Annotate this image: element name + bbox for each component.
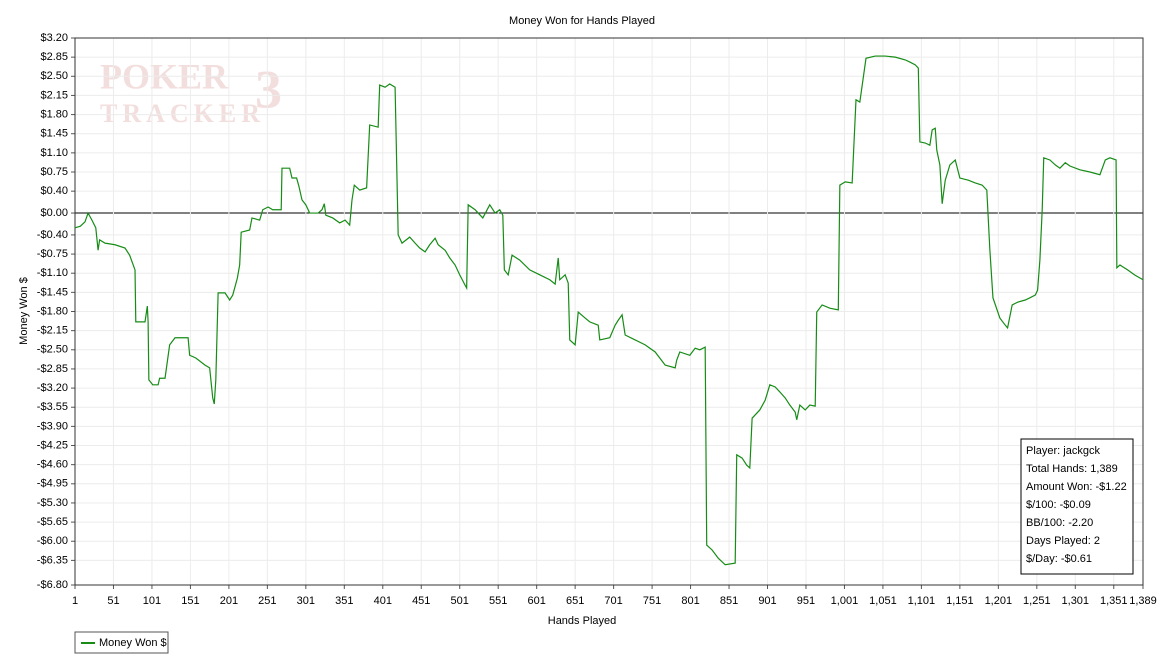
- x-tick-label: 51: [107, 595, 119, 607]
- y-tick-label: -$4.60: [37, 459, 68, 471]
- x-tick-label: 501: [451, 595, 469, 607]
- stats-line: Days Played: 2: [1026, 535, 1100, 547]
- x-tick-label: 1,101: [908, 595, 936, 607]
- x-tick-label: 201: [220, 595, 238, 607]
- x-tick-label: 1: [72, 595, 78, 607]
- x-tick-label: 151: [181, 595, 199, 607]
- chart-title: Money Won for Hands Played: [509, 15, 655, 27]
- y-tick-label: -$1.10: [37, 267, 68, 279]
- x-tick-label: 301: [297, 595, 315, 607]
- data-line: [74, 55, 1144, 566]
- stats-line: BB/100: -2.20: [1026, 517, 1093, 529]
- y-tick-label: $0.75: [40, 166, 68, 178]
- y-tick-label: $2.50: [40, 70, 68, 82]
- y-tick-label: -$4.95: [37, 478, 68, 490]
- y-tick-label: $1.80: [40, 108, 68, 120]
- y-tick-label: -$0.40: [37, 229, 68, 241]
- x-tick-label: 1,351: [1100, 595, 1128, 607]
- x-tick-label: 951: [797, 595, 815, 607]
- x-tick-label: 1,251: [1023, 595, 1051, 607]
- y-tick-label: -$6.35: [37, 554, 68, 566]
- x-tick-label: 1,389: [1129, 595, 1157, 607]
- x-tick-label: 801: [681, 595, 699, 607]
- y-tick-label: -$6.80: [37, 579, 68, 591]
- x-tick-label: 1,051: [869, 595, 897, 607]
- stats-line: Player: jackgck: [1026, 445, 1100, 457]
- y-tick-label: -$6.00: [37, 535, 68, 547]
- stats-box: [1020, 438, 1134, 575]
- y-tick-label: $3.20: [40, 32, 68, 44]
- x-tick-label: 451: [412, 595, 430, 607]
- y-tick-label: -$5.30: [37, 497, 68, 509]
- y-tick-label: -$2.85: [37, 363, 68, 375]
- y-tick-label: -$3.90: [37, 420, 68, 432]
- x-tick-label: 701: [604, 595, 622, 607]
- x-tick-label: 901: [758, 595, 776, 607]
- y-tick-label: -$4.25: [37, 439, 68, 451]
- y-tick-label: $2.85: [40, 51, 68, 63]
- stats-line: $/100: -$0.09: [1026, 499, 1091, 511]
- stats-line: Total Hands: 1,389: [1026, 463, 1118, 475]
- x-tick-label: 101: [143, 595, 161, 607]
- watermark: 3: [255, 59, 282, 119]
- legend-label: Money Won $: [99, 637, 167, 649]
- y-tick-label: $1.45: [40, 128, 68, 140]
- y-tick-label: -$0.75: [37, 248, 68, 260]
- y-tick-label: -$5.65: [37, 516, 68, 528]
- x-tick-label: 1,151: [946, 595, 974, 607]
- x-axis-title: Hands Played: [548, 615, 617, 627]
- y-tick-label: $0.40: [40, 185, 68, 197]
- stats-line: Amount Won: -$1.22: [1026, 481, 1127, 493]
- y-axis-title: Money Won $: [18, 277, 30, 345]
- x-tick-label: 601: [527, 595, 545, 607]
- y-tick-label: -$2.50: [37, 344, 68, 356]
- x-tick-label: 851: [720, 595, 738, 607]
- x-tick-label: 651: [566, 595, 584, 607]
- y-tick-label: -$1.45: [37, 286, 68, 298]
- x-tick-label: 251: [258, 595, 276, 607]
- plot-frame: [74, 37, 1144, 586]
- x-tick-label: 551: [489, 595, 507, 607]
- y-tick-label: $2.15: [40, 89, 68, 101]
- watermark: TRACKER: [100, 99, 265, 128]
- x-tick-label: 751: [643, 595, 661, 607]
- legend-box: [74, 631, 169, 654]
- y-tick-label: -$3.20: [37, 382, 68, 394]
- y-tick-label: -$1.80: [37, 305, 68, 317]
- x-tick-label: 1,301: [1062, 595, 1090, 607]
- y-tick-label: $1.10: [40, 147, 68, 159]
- y-tick-label: $0.00: [40, 207, 68, 219]
- x-tick-label: 1,201: [985, 595, 1013, 607]
- y-tick-label: -$3.55: [37, 401, 68, 413]
- x-tick-label: 401: [374, 595, 392, 607]
- x-tick-label: 351: [335, 595, 353, 607]
- x-tick-label: 1,001: [831, 595, 859, 607]
- y-tick-label: -$2.15: [37, 325, 68, 337]
- stats-line: $/Day: -$0.61: [1026, 553, 1092, 565]
